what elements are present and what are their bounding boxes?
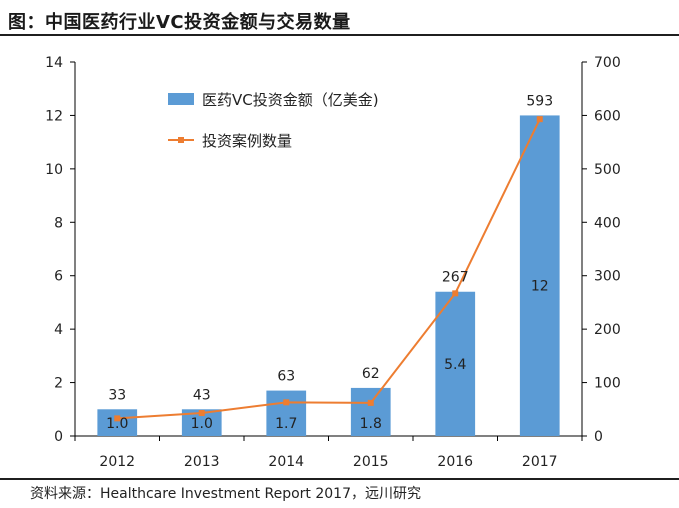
- y-left-tick-label: 10: [45, 162, 63, 178]
- y-left-tick-label: 6: [54, 269, 63, 285]
- bar: [435, 291, 476, 436]
- bar: [266, 390, 307, 436]
- y-left-tick-label: 14: [45, 55, 63, 71]
- x-tick-label: 2014: [268, 454, 304, 470]
- line-marker: [452, 290, 459, 297]
- bar-value-label: 1.0: [191, 416, 213, 432]
- y-right-tick-label: 600: [594, 108, 621, 124]
- line-value-label: 62: [362, 366, 380, 382]
- y-left-tick-label: 12: [45, 108, 63, 124]
- legend-bar-label: 医药VC投资金额（亿美金): [202, 91, 379, 109]
- line-value-label: 33: [108, 387, 126, 403]
- line-marker: [283, 399, 290, 406]
- line-marker: [198, 410, 205, 417]
- bar-value-label: 1.8: [360, 416, 382, 432]
- y-left-tick-label: 2: [54, 376, 63, 392]
- x-tick-label: 2017: [522, 454, 558, 470]
- bar: [97, 409, 138, 436]
- bar: [350, 387, 391, 436]
- chart-area: 0 2 4 6 8 10 12 14 0 100 200 300 400 500 600 700 2012 201…: [0, 36, 679, 478]
- bottom-rule: [0, 478, 679, 480]
- x-tick-label: 2012: [99, 454, 135, 470]
- y-left-tick-label: 8: [54, 215, 63, 231]
- top-rule: [0, 34, 679, 36]
- line-value-label: 593: [526, 93, 553, 109]
- figure-title: 图：中国医药行业VC投资金额与交易数量: [8, 12, 351, 33]
- y-left-tick-label: 0: [54, 429, 63, 445]
- y-right-tick-label: 300: [594, 269, 621, 285]
- legend-line-label: 投资案例数量: [202, 132, 292, 150]
- x-tick-label: 2015: [353, 454, 389, 470]
- bar-value-label: 1.7: [275, 416, 297, 432]
- x-tick-label: 2016: [437, 454, 473, 470]
- source-note: 资料来源：Healthcare Investment Report 2017，远…: [30, 486, 421, 502]
- line-value-label: 267: [442, 270, 469, 286]
- line-marker: [367, 399, 374, 406]
- legend-line-marker: [178, 137, 184, 143]
- y-left-tick-label: 4: [54, 322, 63, 338]
- y-right-tick-label: 0: [594, 429, 603, 445]
- y-right-tick-label: 100: [594, 376, 621, 392]
- y-right-tick-label: 500: [594, 162, 621, 178]
- line-marker: [114, 415, 121, 422]
- line-value-label: 43: [193, 387, 211, 403]
- combo-chart: 0 2 4 6 8 10 12 14 0 100 200 300 400 500 600 700 2012 201…: [45, 55, 621, 470]
- bar-value-label: 5.4: [444, 357, 466, 373]
- bar-value-label: 12: [531, 279, 549, 295]
- line-value-label: 63: [277, 369, 295, 385]
- y-right-tick-label: 200: [594, 322, 621, 338]
- bar-value-label: 1.0: [106, 416, 128, 432]
- line-series: [117, 118, 541, 420]
- bar: [519, 115, 560, 436]
- y-right-tick-label: 700: [594, 55, 621, 71]
- legend-bar-swatch: [168, 93, 194, 105]
- title-bar: 图：中国医药行业VC投资金额与交易数量: [6, 4, 673, 34]
- y-right-tick-label: 400: [594, 215, 621, 231]
- x-tick-label: 2013: [184, 454, 220, 470]
- line-marker: [536, 116, 543, 123]
